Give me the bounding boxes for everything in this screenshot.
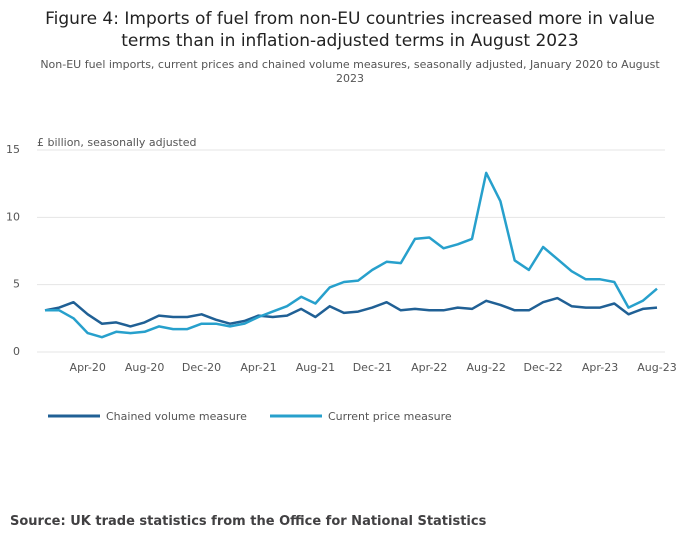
y-tick-label: 0 — [13, 345, 20, 358]
x-tick-label: Aug-20 — [125, 361, 164, 374]
data-line — [45, 171, 658, 339]
chart-subtitle: Non-EU fuel imports, current prices and … — [40, 58, 660, 85]
source-note: Source: UK trade statistics from the Off… — [10, 514, 487, 529]
x-tick-label: Apr-20 — [70, 361, 106, 374]
y-tick-label: 5 — [13, 278, 20, 291]
data-line — [44, 296, 658, 328]
y-tick-label: 15 — [6, 143, 20, 156]
x-tick-label: Aug-22 — [466, 361, 505, 374]
x-tick-label: Apr-22 — [411, 361, 447, 374]
x-tick-label: Apr-21 — [240, 361, 276, 374]
x-tick-label: Aug-21 — [296, 361, 335, 374]
y-tick-label: 10 — [6, 210, 20, 223]
x-tick-label: Dec-22 — [524, 361, 563, 374]
y-axis-label: £ billion, seasonally adjusted — [37, 136, 196, 149]
legend-label: Chained volume measure — [106, 410, 247, 423]
x-tick-label: Dec-21 — [353, 361, 392, 374]
x-tick-label: Dec-20 — [182, 361, 221, 374]
x-tick-label: Apr-23 — [582, 361, 618, 374]
chart-title: Figure 4: Imports of fuel from non-EU co… — [45, 9, 655, 51]
legend-label: Current price measure — [328, 410, 452, 423]
x-tick-label: Aug-23 — [637, 361, 676, 374]
